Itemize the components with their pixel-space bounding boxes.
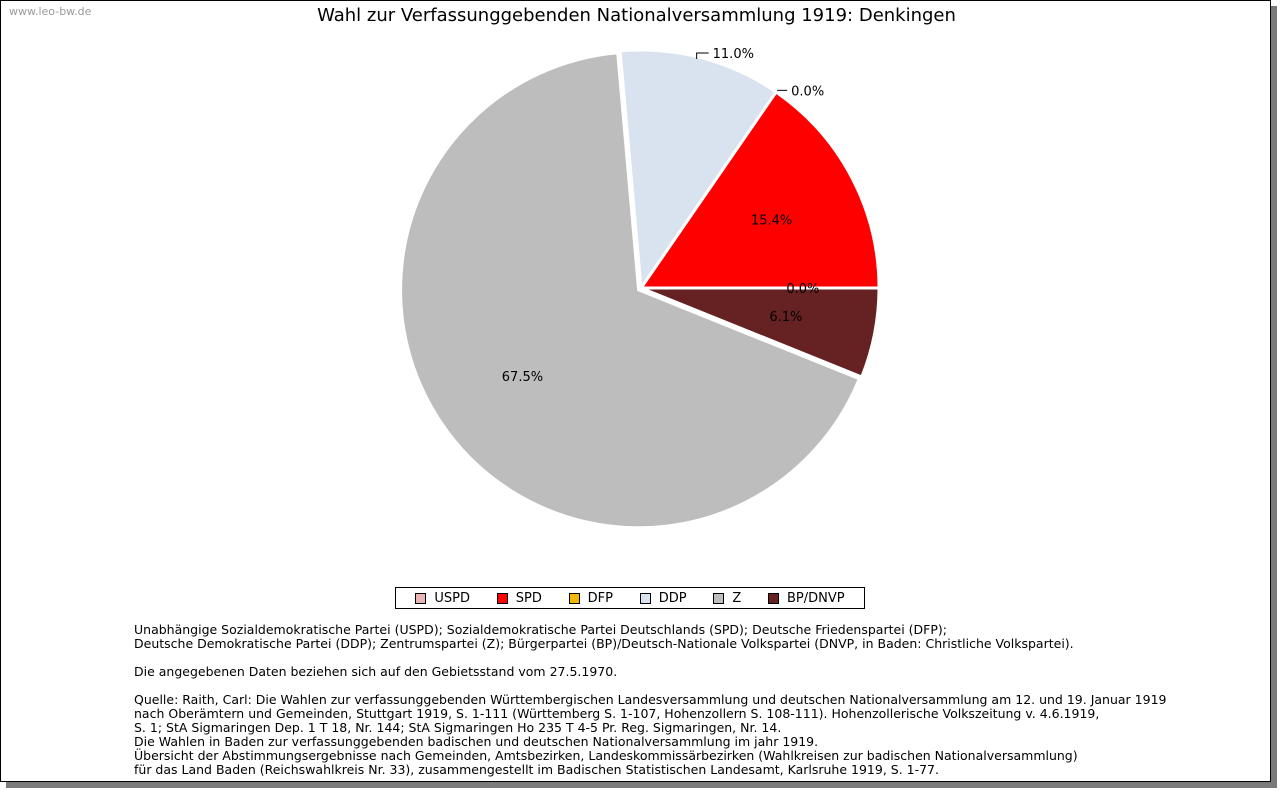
legend-item-z: Z bbox=[713, 591, 741, 606]
pie-slice-ddp bbox=[618, 48, 779, 293]
legend-item-spd: SPD bbox=[496, 590, 542, 606]
watermark: www.leo-bw.de bbox=[9, 5, 92, 18]
legend-label: USPD bbox=[434, 590, 470, 606]
legend-label: DDP bbox=[658, 590, 687, 606]
legend-label: Z bbox=[732, 590, 742, 606]
pie-slice-bp-dnvp bbox=[640, 286, 881, 379]
label-leader-ddp bbox=[696, 52, 709, 59]
footnotes: Unabhängige Sozialdemokratische Partei (… bbox=[134, 623, 1214, 777]
pie-slice-spd bbox=[638, 89, 881, 290]
chart-title: Wahl zur Verfassunggebenden Nationalvers… bbox=[317, 5, 956, 26]
legend-label: DFP bbox=[587, 590, 613, 606]
slice-label-bp-dnvp: 6.1% bbox=[769, 310, 802, 325]
legend-swatch bbox=[639, 592, 651, 604]
legend-item-ddp: DDP bbox=[639, 590, 687, 606]
legend-swatch bbox=[713, 592, 725, 604]
slice-label-ddp: 11.0% bbox=[713, 47, 754, 62]
party-abbreviations-note: Unabhängige Sozialdemokratische Partei (… bbox=[134, 622, 1074, 651]
source-note: Quelle: Raith, Carl: Die Wahlen zur verf… bbox=[134, 692, 1167, 777]
slice-label-uspd: 0.0% bbox=[786, 282, 819, 297]
legend-swatch bbox=[496, 592, 508, 604]
slice-label-spd: 15.4% bbox=[751, 213, 792, 228]
legend-swatch bbox=[568, 592, 580, 604]
chart-legend: USPD SPD DFP DDP Z BP/DNVP bbox=[395, 587, 865, 609]
slice-label-dfp: 0.0% bbox=[791, 84, 824, 99]
pie-slice-z bbox=[399, 51, 862, 530]
legend-item-uspd: USPD bbox=[415, 591, 470, 606]
legend-swatch bbox=[767, 592, 779, 604]
territory-note: Die angegebenen Daten beziehen sich auf … bbox=[134, 664, 618, 679]
legend-label: BP/DNVP bbox=[786, 590, 845, 606]
pie-chart: 0.0% 15.4% 0.0% 11.0% 67.5% 6.1% bbox=[399, 47, 881, 530]
legend-item-dfp: DFP bbox=[568, 590, 613, 606]
legend-item-bp-dnvp: BP/DNVP bbox=[767, 590, 845, 606]
slice-label-z: 67.5% bbox=[502, 370, 543, 385]
legend-swatch bbox=[415, 592, 427, 604]
legend-label: SPD bbox=[515, 590, 542, 606]
